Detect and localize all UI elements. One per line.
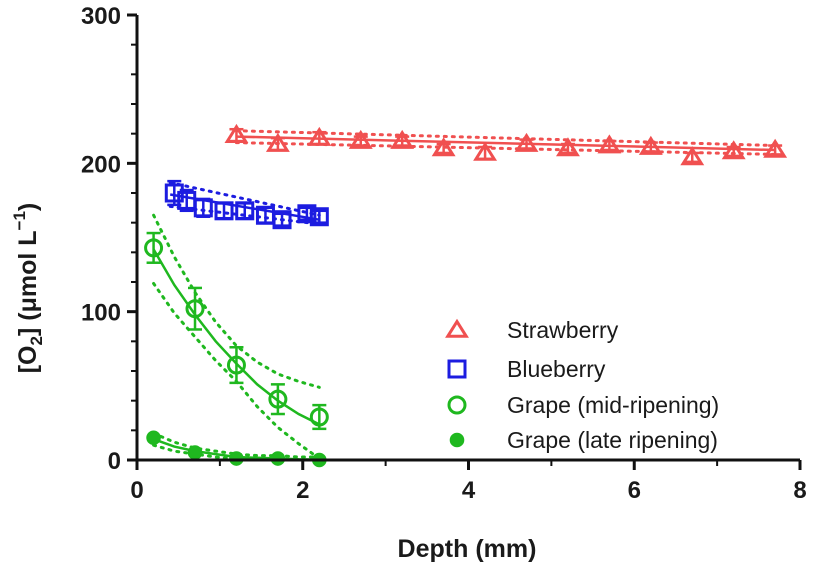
y-axis-title: [O2] (μmol L−1) <box>10 203 46 374</box>
blueberry-point <box>214 201 234 221</box>
legend-strawberry-marker <box>445 318 469 338</box>
grape-mid-ripening-band-upper <box>152 213 321 389</box>
strawberry-point <box>680 146 705 166</box>
y-tick-label: 0 <box>108 448 121 475</box>
strawberry-point <box>431 137 456 157</box>
blueberry-point <box>193 198 213 218</box>
y-tick-label: 300 <box>81 3 121 30</box>
grape-late-ripening-point <box>146 430 161 446</box>
x-axis-title: Depth (mm) <box>398 535 537 563</box>
strawberry-point <box>555 137 580 157</box>
strawberry-point <box>638 135 663 155</box>
blueberry-point <box>297 204 317 224</box>
strawberry-point <box>265 132 290 152</box>
error-bars <box>146 127 783 431</box>
grape-mid-ripening-point <box>268 389 288 409</box>
x-tick-label: 8 <box>793 477 806 504</box>
strawberry-point <box>390 129 415 149</box>
strawberry-point <box>721 140 746 160</box>
blueberry-point <box>235 201 255 221</box>
data-points <box>144 123 788 468</box>
y-tick-label: 100 <box>81 300 121 327</box>
legend: Strawberry Blueberry Grape (mid-ripening) G… <box>445 317 719 453</box>
axes: 0 2 4 6 8 0 100 200 300 <box>81 3 807 504</box>
legend-grape-late-ripening-label: Grape (late ripening) <box>507 427 718 453</box>
grape-mid-ripening-fit-line <box>152 248 320 426</box>
blueberry-band-upper <box>168 181 321 217</box>
strawberry-point <box>224 123 249 143</box>
grape-late-ripening-point <box>187 445 203 460</box>
grape-mid-ripening-point <box>144 238 164 258</box>
strawberry-point <box>307 126 332 146</box>
x-tick-label: 6 <box>628 477 641 504</box>
legend-blueberry-marker <box>447 359 467 379</box>
blueberry-point <box>309 207 329 227</box>
legend-grape-late-ripening-marker <box>449 432 465 448</box>
x-tick-label: 0 <box>130 477 143 504</box>
grape-mid-ripening-point <box>185 299 205 319</box>
grape-mid-ripening-point <box>226 355 246 375</box>
strawberry-point <box>473 141 498 161</box>
blueberry-point <box>272 210 292 230</box>
strawberry-point <box>514 132 539 152</box>
x-tick-label: 4 <box>462 477 476 504</box>
strawberry-point <box>348 129 373 149</box>
strawberry-point <box>763 138 788 158</box>
legend-blueberry-label: Blueberry <box>507 356 606 382</box>
grape-mid-ripening-point <box>309 407 329 427</box>
y-tick-label: 200 <box>81 151 121 178</box>
legend-grape-mid-ripening-marker <box>447 395 467 415</box>
legend-strawberry-label: Strawberry <box>507 317 619 343</box>
legend-grape-mid-ripening-label: Grape (mid-ripening) <box>507 392 719 418</box>
strawberry-point <box>597 134 622 154</box>
x-tick-label: 2 <box>296 477 309 504</box>
